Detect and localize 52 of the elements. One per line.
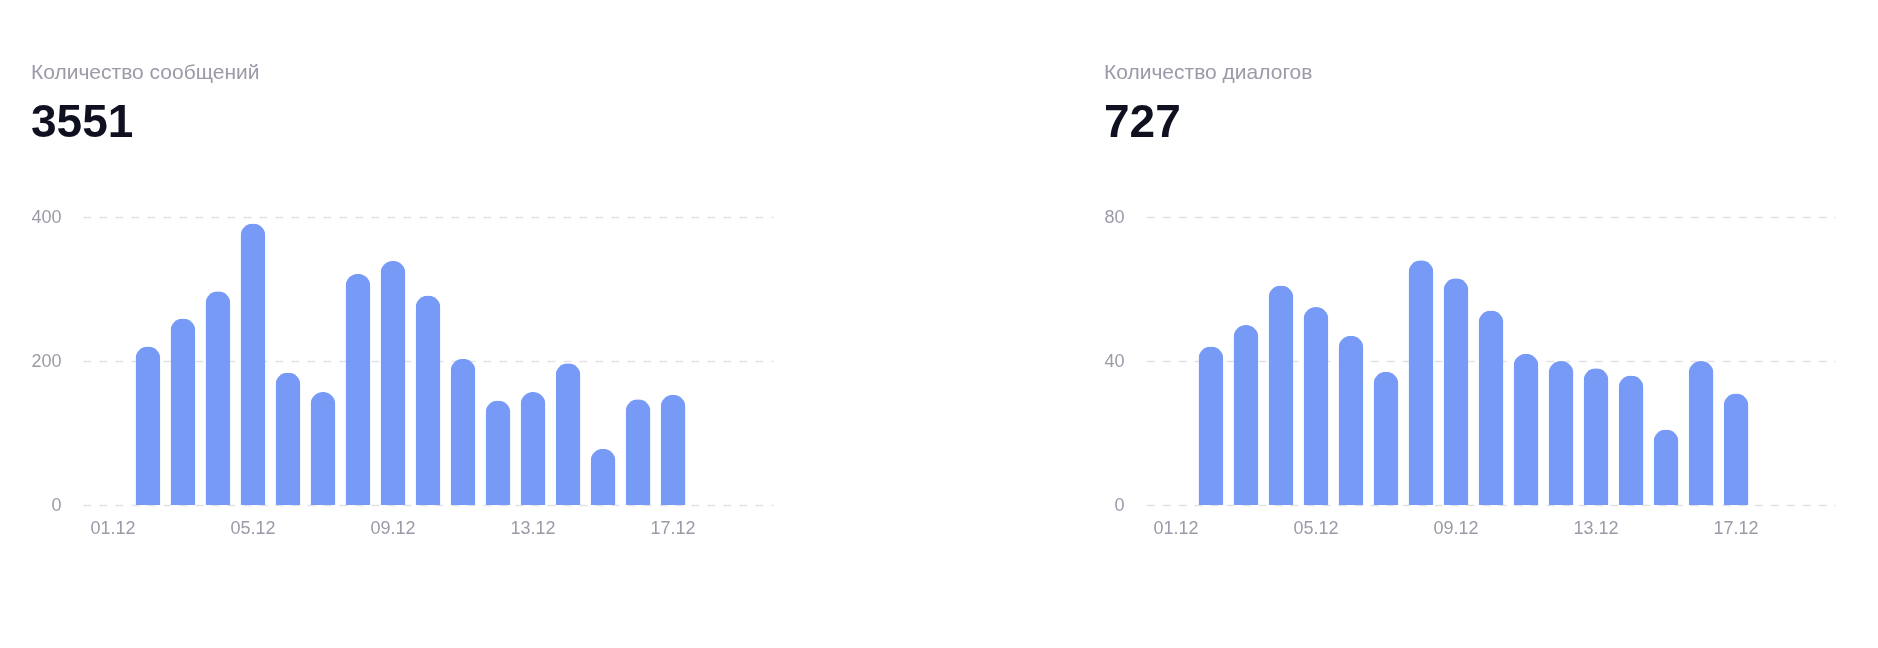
bar — [520, 391, 546, 505]
bar — [1583, 368, 1609, 505]
x-tick-label: 17.12 — [650, 517, 696, 538]
bar — [555, 363, 581, 505]
bar — [240, 223, 266, 505]
bar — [1373, 371, 1399, 505]
x-tick-label: 17.12 — [1713, 517, 1759, 538]
bar — [135, 346, 161, 505]
bar — [450, 358, 476, 505]
bar — [1548, 361, 1574, 505]
x-tick-label: 13.12 — [510, 517, 556, 538]
y-tick-label: 0 — [51, 494, 62, 515]
chart-title: Количество сообщений — [30, 60, 260, 83]
y-tick-label: 200 — [31, 350, 62, 371]
bar — [205, 291, 231, 505]
x-tick-label: 05.12 — [230, 517, 276, 538]
bar — [1338, 335, 1364, 505]
bar — [1688, 361, 1714, 505]
bar — [1303, 307, 1329, 505]
bar — [1723, 393, 1749, 505]
bar — [1198, 346, 1224, 505]
bar — [1653, 429, 1679, 505]
bar — [660, 394, 686, 505]
bar — [485, 400, 511, 505]
x-tick-label: 09.12 — [1433, 517, 1479, 538]
bar — [380, 260, 406, 505]
bar — [1443, 278, 1469, 505]
x-tick-label: 09.12 — [370, 517, 416, 538]
chart-subtitle: 727 — [1103, 95, 1181, 147]
bar — [625, 399, 651, 505]
x-tick-label: 01.12 — [90, 517, 136, 538]
bar — [345, 273, 371, 505]
y-tick-label: 0 — [1114, 494, 1125, 515]
y-tick-label: 80 — [1104, 206, 1125, 227]
bar — [170, 318, 196, 505]
y-tick-label: 40 — [1104, 350, 1125, 371]
y-tick-label: 400 — [31, 206, 62, 227]
bar — [1618, 375, 1644, 505]
bar — [415, 295, 441, 505]
x-tick-label: 13.12 — [1573, 517, 1619, 538]
bar — [590, 448, 616, 505]
bar — [1408, 260, 1434, 505]
bar — [1268, 285, 1294, 505]
bar — [1478, 310, 1504, 505]
chart-subtitle: 3551 — [30, 95, 134, 147]
chart-title: Количество диалогов — [1103, 60, 1313, 83]
x-tick-label: 05.12 — [1293, 517, 1339, 538]
bar — [310, 391, 336, 505]
bar — [1513, 353, 1539, 505]
bar — [1233, 325, 1259, 505]
bar — [275, 372, 301, 505]
x-tick-label: 01.12 — [1153, 517, 1199, 538]
